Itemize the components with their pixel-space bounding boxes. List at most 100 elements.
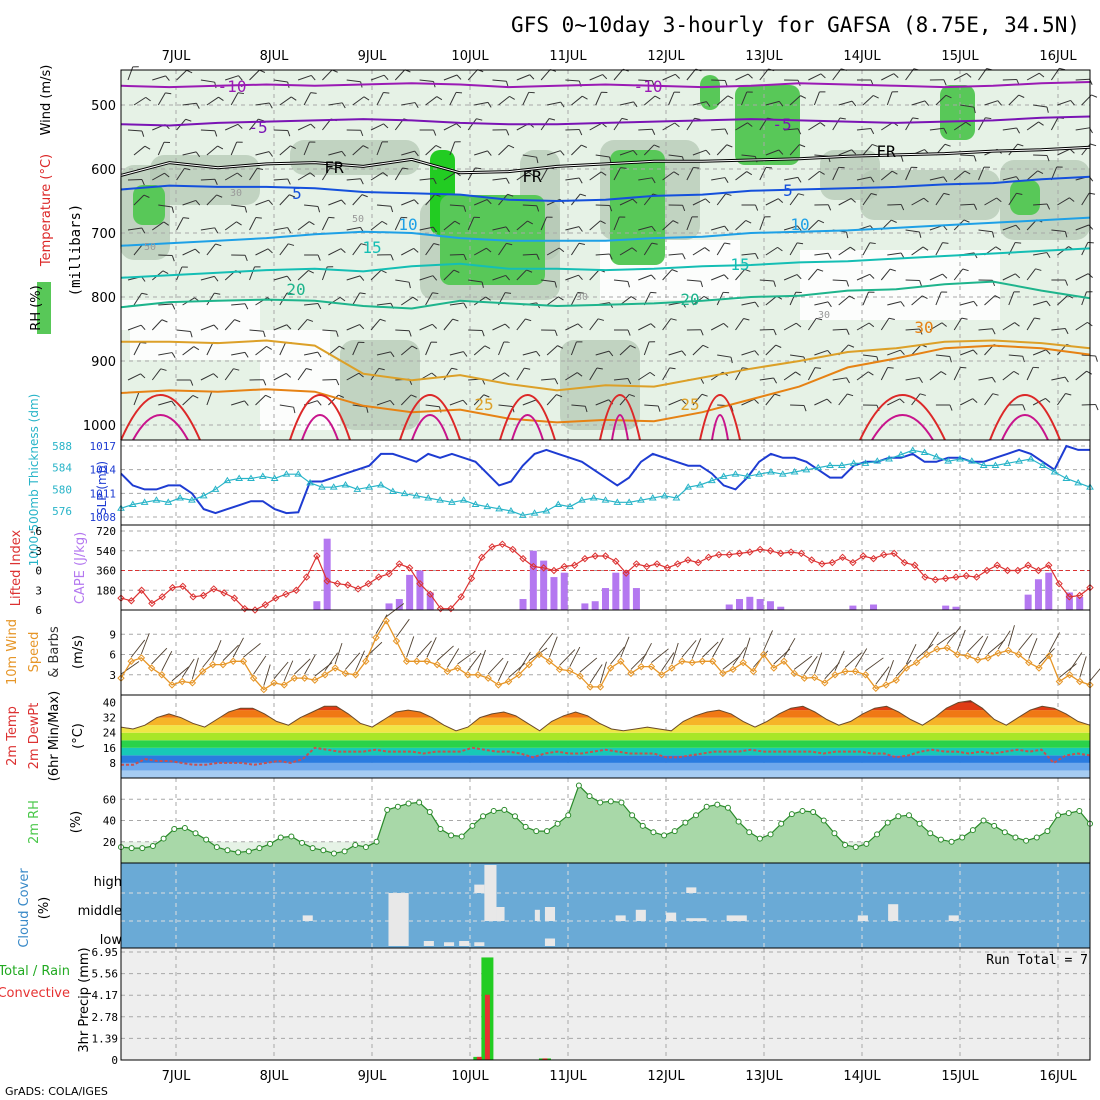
wind-barb-flag: [869, 273, 875, 279]
wind-barb: [224, 368, 234, 381]
li-marker: [838, 553, 847, 562]
wind-barb-flag: [918, 231, 922, 238]
wind-barb-flag: [943, 176, 948, 183]
wind-barb-flag: [193, 346, 200, 351]
rh2m-marker: [767, 831, 774, 838]
wind-barb: [589, 220, 601, 231]
wind-barb-flag: [682, 205, 686, 212]
wind-barb: [157, 92, 166, 106]
thickness-marker: [176, 494, 184, 501]
wind-tick-label: 3: [109, 669, 116, 682]
cape-bar: [426, 592, 434, 610]
wind-speed-marker: [698, 657, 707, 665]
isotherm-hottest-arc: [711, 414, 729, 441]
wind-barb: [711, 274, 725, 281]
cape-bar: [581, 603, 589, 610]
li-marker: [282, 590, 290, 598]
wind-speed-marker: [1004, 646, 1013, 655]
wind-barb-flag: [234, 319, 241, 323]
li-marker: [467, 574, 476, 583]
wind-barb-flag: [700, 329, 704, 336]
rh2m-marker: [1012, 834, 1019, 841]
wind-tick-label: 9: [109, 628, 116, 641]
wind-barb-flag: [287, 178, 291, 185]
precip-tick-label: 6.95: [92, 946, 119, 959]
rh2m-marker: [256, 845, 263, 852]
wind-barb-flag: [576, 372, 583, 377]
wind-speed-marker: [525, 660, 533, 669]
wind10m-barb: [467, 652, 482, 672]
wind-barb: [1008, 94, 1020, 106]
wind-barb: [249, 167, 258, 181]
thickness-tick-label: 588: [52, 440, 72, 453]
wind-barb-flag: [557, 345, 564, 349]
rh2m-marker: [969, 827, 976, 834]
wind-barb: [735, 220, 747, 231]
wind-barb: [328, 296, 341, 306]
wind-barb: [297, 270, 309, 281]
thickness-marker: [731, 470, 740, 477]
contour-label: 10: [398, 215, 417, 234]
li-marker: [653, 560, 661, 568]
wind-barb: [273, 324, 287, 331]
wind-speed-marker: [780, 657, 788, 665]
wind-barb: [546, 101, 561, 106]
wind-barb-flag: [286, 324, 292, 330]
wind-barb: [224, 123, 239, 131]
temp-tick-label: 16: [103, 742, 116, 755]
wind-barb-flag: [891, 170, 898, 175]
wind-barb: [273, 227, 288, 231]
rh2m-marker: [735, 818, 742, 825]
wind-barb: [279, 342, 287, 356]
temp-label-a: 2m Temp: [5, 706, 20, 766]
wind-barb: [929, 176, 944, 181]
wind-barb: [717, 354, 732, 358]
wind-barb-flag: [694, 117, 701, 120]
wind-barb: [765, 246, 778, 256]
wind-barb-flag: [919, 280, 923, 287]
wind-barb: [249, 217, 257, 231]
wind-barb-flag: [509, 95, 515, 100]
wind-barb-flag: [724, 128, 729, 135]
wind-barb: [741, 154, 756, 157]
wind-barb-flag: [549, 118, 556, 121]
wind-speed-marker: [168, 681, 176, 689]
wind-barb-flag: [554, 281, 557, 288]
contour-label: FR: [324, 158, 344, 177]
wind-barb-flag: [827, 253, 832, 259]
wind-barb: [565, 372, 578, 381]
thickness-marker: [495, 504, 504, 512]
wind-barb-flag: [997, 100, 1002, 106]
thickness-marker: [566, 502, 574, 510]
thickness-marker: [400, 489, 409, 497]
wind-barb: [273, 275, 288, 281]
rh2m-marker: [480, 813, 487, 820]
wind-barb: [370, 368, 380, 381]
wind-barb-flag: [747, 122, 753, 127]
wind-barb-flag: [900, 349, 905, 356]
wind-barb: [595, 92, 602, 106]
rh2m-marker: [852, 844, 859, 851]
wind-barb-flag: [310, 123, 316, 129]
date-label-top: 16JUL: [1039, 49, 1077, 64]
li-marker: [333, 579, 342, 588]
wind-speed-marker: [841, 667, 849, 676]
wind-barb-flag: [1046, 300, 1051, 307]
isotherm-line: [120, 115, 1091, 127]
li-marker: [498, 540, 507, 548]
wind-barb-flag: [743, 318, 750, 321]
wind-barb-flag: [359, 292, 366, 295]
thickness-marker: [625, 498, 634, 505]
wind-barb-flag: [747, 73, 753, 79]
wind-speed-marker: [209, 660, 217, 669]
precip-tick-label: 4.17: [92, 989, 119, 1002]
wind10m-barb: [742, 637, 751, 659]
wind-barb-flag: [919, 393, 926, 396]
wind-barb-flag: [244, 206, 248, 213]
wind-barb: [127, 373, 141, 381]
wind-barb: [546, 394, 557, 406]
wind-speed-marker: [494, 681, 503, 689]
wind10m-barb: [865, 657, 884, 672]
wind-barb: [522, 399, 537, 406]
wind-barb-flag: [554, 378, 559, 385]
